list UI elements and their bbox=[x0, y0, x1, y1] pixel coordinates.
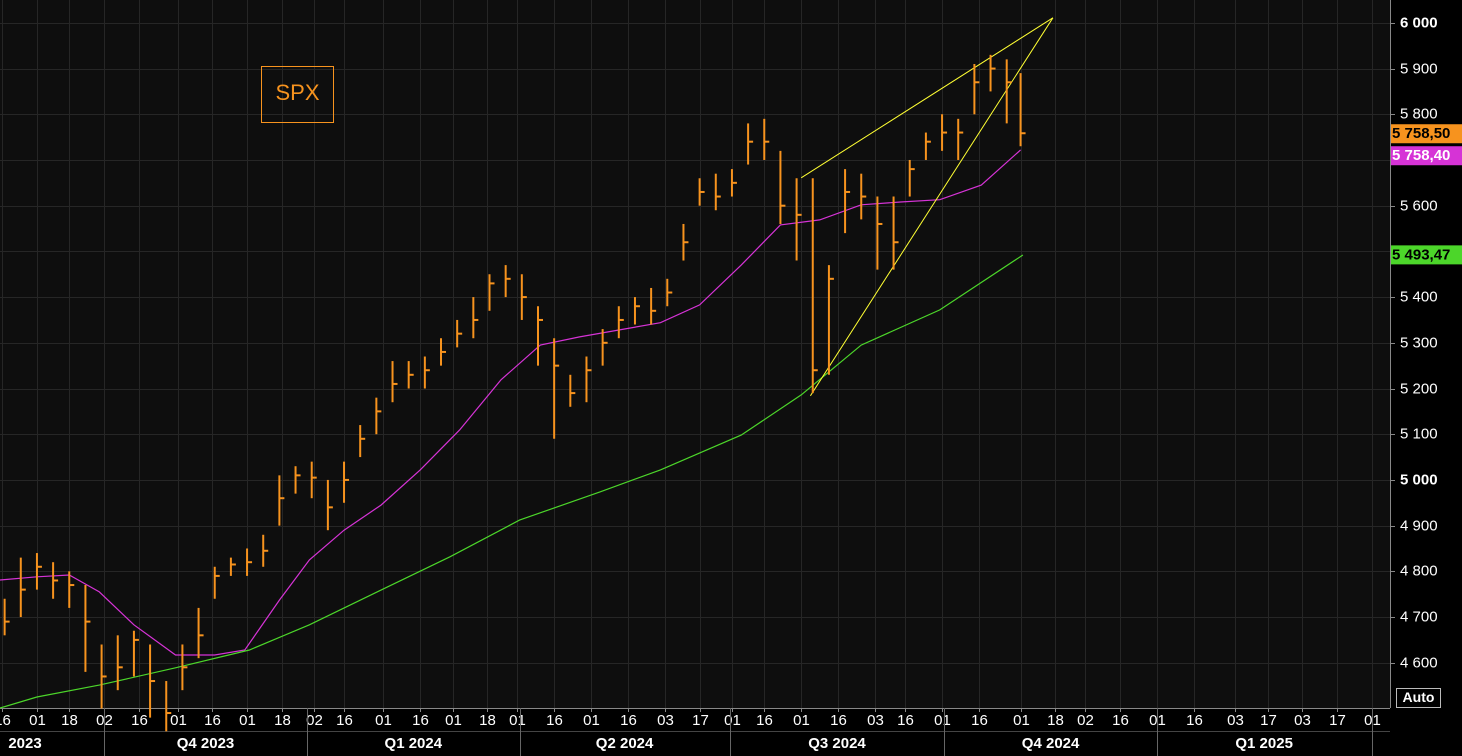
y-tick-label: 5 400 bbox=[1400, 288, 1438, 305]
trend-line bbox=[809, 17, 1054, 397]
x-tick-label: 16 bbox=[1186, 712, 1203, 729]
y-tick-label: 4 600 bbox=[1400, 654, 1438, 671]
price-tag bbox=[1391, 124, 1462, 144]
x-tick-label: 03 bbox=[1294, 712, 1311, 729]
x-tick-label: 16 bbox=[204, 712, 221, 729]
period-label: Q4 2024 bbox=[1022, 735, 1080, 752]
period-label: Q1 2024 bbox=[385, 735, 443, 752]
x-tick-label: 01 bbox=[934, 712, 951, 729]
price-tag bbox=[1391, 146, 1462, 166]
x-tick-label: 16 bbox=[1112, 712, 1129, 729]
y-tick-label: 5 100 bbox=[1400, 425, 1438, 442]
x-tick-label: 01 bbox=[1013, 712, 1030, 729]
x-tick-label: 01 bbox=[509, 712, 526, 729]
x-tick-label: 02 bbox=[1077, 712, 1094, 729]
y-tick-label: 4 700 bbox=[1400, 608, 1438, 625]
x-tick-label: 18 bbox=[479, 712, 496, 729]
period-label: Q2 2024 bbox=[596, 735, 654, 752]
y-tick-label: 5 000 bbox=[1400, 471, 1438, 488]
x-tick-label: 01 bbox=[29, 712, 46, 729]
plot-background bbox=[0, 0, 1390, 708]
x-tick-label: 16 bbox=[830, 712, 847, 729]
x-tick-label: 01 bbox=[375, 712, 392, 729]
x-tick-label: 01 bbox=[239, 712, 256, 729]
y-tick-label: 5 800 bbox=[1400, 105, 1438, 122]
x-tick-label: 16 bbox=[546, 712, 563, 729]
x-tick-label: 16 bbox=[971, 712, 988, 729]
x-tick-label: 16 bbox=[897, 712, 914, 729]
x-tick-label: 16 bbox=[131, 712, 148, 729]
x-tick-label: 17 bbox=[1329, 712, 1346, 729]
x-tick-label: 02 bbox=[306, 712, 323, 729]
auto-button[interactable] bbox=[1396, 688, 1441, 708]
period-label: Q4 2023 bbox=[177, 735, 235, 752]
period-label: 2023 bbox=[8, 735, 41, 752]
x-tick-label: 01 bbox=[724, 712, 741, 729]
x-tick-label: 01 bbox=[445, 712, 462, 729]
x-tick-label: 01 bbox=[170, 712, 187, 729]
y-tick-label: 4 800 bbox=[1400, 562, 1438, 579]
price-tag bbox=[1391, 245, 1462, 265]
price-tag-label: 5 493,47 bbox=[1392, 246, 1450, 263]
x-tick-label: 18 bbox=[61, 712, 78, 729]
y-tick-label: 6 000 bbox=[1400, 14, 1438, 31]
x-tick-label: 03 bbox=[1227, 712, 1244, 729]
y-tick-label: 5 900 bbox=[1400, 60, 1438, 77]
x-tick-label: 18 bbox=[274, 712, 291, 729]
x-tick-label: 18 bbox=[1047, 712, 1064, 729]
x-tick-label: 01 bbox=[793, 712, 810, 729]
x-tick-label: 17 bbox=[1260, 712, 1277, 729]
trend-line bbox=[800, 17, 1054, 179]
x-tick-label: 03 bbox=[657, 712, 674, 729]
auto-button-label[interactable]: Auto bbox=[1403, 689, 1435, 705]
title-box bbox=[261, 66, 334, 123]
moving-average-line bbox=[0, 149, 1022, 656]
x-tick-label: 03 bbox=[867, 712, 884, 729]
period-label: Q3 2024 bbox=[808, 735, 866, 752]
period-label: Q1 2025 bbox=[1235, 735, 1293, 752]
axes: 4 600 4 700 4 800 4 900 5 000 5 100 5 200 5 300… bbox=[0, 14, 1462, 756]
x-tick-label: 16 bbox=[0, 712, 11, 729]
y-tick-label: 5 600 bbox=[1400, 197, 1438, 214]
moving-average-line bbox=[0, 254, 1024, 709]
x-tick-label: 16 bbox=[756, 712, 773, 729]
chart-title: SPX bbox=[275, 80, 319, 105]
x-tick-label: 16 bbox=[620, 712, 637, 729]
x-tick-label: 16 bbox=[336, 712, 353, 729]
x-tick-label: 16 bbox=[412, 712, 429, 729]
x-tick-label: 01 bbox=[583, 712, 600, 729]
price-tag-label: 5 758,40 bbox=[1392, 147, 1450, 164]
price-tag-label: 5 758,50 bbox=[1392, 125, 1450, 142]
x-tick-label: 17 bbox=[692, 712, 709, 729]
y-tick-label: 5 300 bbox=[1400, 334, 1438, 351]
y-tick-label: 5 200 bbox=[1400, 380, 1438, 397]
y-tick-label: 4 900 bbox=[1400, 517, 1438, 534]
plot bbox=[0, 17, 1054, 732]
